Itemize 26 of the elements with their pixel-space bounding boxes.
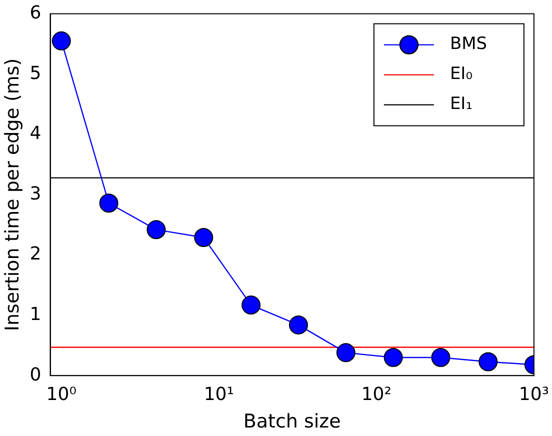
point — [194, 228, 214, 248]
y-tick-label: 6 — [30, 2, 42, 24]
point — [242, 296, 261, 315]
y-tick-label: 5 — [30, 62, 42, 84]
x-axis-title: Batch size — [243, 410, 341, 433]
point — [288, 315, 308, 334]
point — [384, 348, 403, 368]
legend-label: BMS — [450, 34, 488, 54]
point — [431, 348, 450, 368]
point — [99, 194, 118, 213]
y-tick-label: 3 — [30, 183, 42, 204]
point — [52, 31, 71, 50]
y-tick-label: 0 — [30, 364, 42, 386]
y-tick-label: 2 — [30, 244, 42, 265]
y-axis-title: Insertion time per edge (ms) — [1, 58, 24, 332]
point — [146, 220, 166, 240]
x-tick-label: 10⁰ — [46, 384, 76, 406]
x-tick-label: 10³ — [518, 384, 549, 406]
x-tick-label: 10² — [361, 384, 392, 406]
point — [336, 343, 356, 362]
point — [478, 352, 498, 372]
x-tick-label: 10¹ — [204, 384, 234, 406]
legend-label: EI₀ — [450, 64, 473, 84]
y-tick-label: 4 — [30, 123, 42, 144]
y-tick-label: 1 — [30, 304, 42, 325]
legend-label: EI₁ — [450, 94, 473, 114]
